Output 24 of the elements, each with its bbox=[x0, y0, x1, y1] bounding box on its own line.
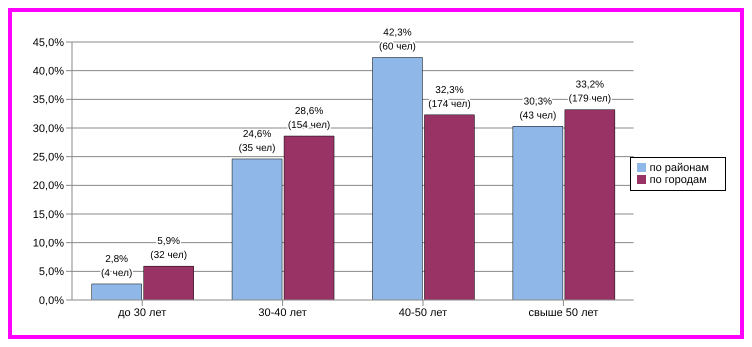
y-tick-label: 15,0% bbox=[32, 208, 64, 221]
x-tick-label: свыше 50 лет bbox=[528, 306, 598, 319]
data-label: 5,9% (32 чел) bbox=[150, 236, 188, 262]
y-tick-label: 25,0% bbox=[32, 152, 64, 164]
legend-label: по городам bbox=[650, 174, 707, 186]
y-tick-label: 5,0% bbox=[38, 266, 64, 278]
y-tick-label: 10,0% bbox=[32, 238, 64, 250]
data-label: 2,8% (4 чел) bbox=[101, 254, 132, 279]
legend-label: по районам bbox=[650, 162, 709, 174]
data-label: 42,3% (60 чел) bbox=[379, 27, 416, 52]
data-label: 32,3% (174 чел) bbox=[428, 84, 471, 110]
data-label: 30,3% (43 чел) bbox=[519, 96, 556, 122]
data-label: 24,6% (35 чел) bbox=[238, 128, 276, 154]
y-tick-label: 35,0% bbox=[32, 94, 64, 106]
y-tick-label: 40,0% bbox=[32, 66, 64, 78]
data-label: 28,6% (154 чел) bbox=[288, 106, 330, 132]
x-tick-label: до 30 лет bbox=[118, 306, 166, 319]
y-tick-label: 0,0% bbox=[38, 294, 64, 307]
y-tick-label: 45,0% bbox=[32, 36, 64, 49]
x-tick-label: 40-50 лет bbox=[398, 306, 448, 319]
y-tick-label: 20,0% bbox=[32, 180, 64, 192]
data-label: 33,2% (179 чел) bbox=[568, 80, 612, 105]
x-tick-label: 30-40 лет bbox=[258, 306, 307, 319]
y-tick-label: 30,0% bbox=[32, 122, 64, 135]
